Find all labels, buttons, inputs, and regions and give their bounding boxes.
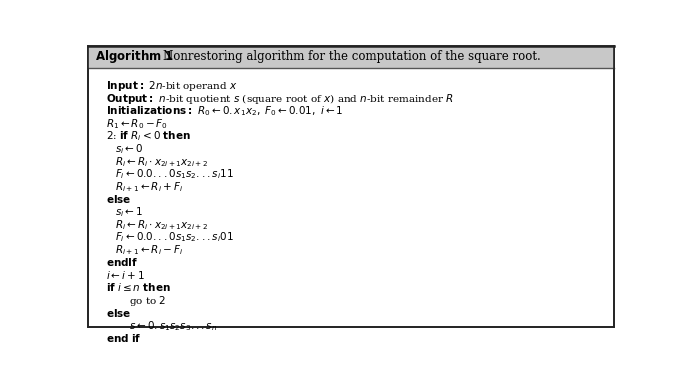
Text: $\mathbf{end\ if}$: $\mathbf{end\ if}$ bbox=[105, 332, 141, 344]
Text: $\mathbf{Algorithm\ 1}$: $\mathbf{Algorithm\ 1}$ bbox=[95, 48, 174, 65]
FancyBboxPatch shape bbox=[88, 46, 614, 327]
Text: $\mathbf{else}$: $\mathbf{else}$ bbox=[105, 307, 131, 318]
Text: $2$: $\mathbf{if}$ $R_i < 0$ $\mathbf{then}$: $2$: $\mathbf{if}$ $R_i < 0$ $\mathbf{th… bbox=[105, 130, 190, 143]
Text: $\mathbf{Initializations:}$ $R_0 \leftarrow 0.x_1x_2,\ F_0 \leftarrow 0.01,\ i \: $\mathbf{Initializations:}$ $R_0 \leftar… bbox=[105, 104, 343, 118]
Text: $F_i \leftarrow 0.0...0s_1s_2...s_i01$: $F_i \leftarrow 0.0...0s_1s_2...s_i01$ bbox=[115, 231, 234, 245]
Text: $\mathbf{Output:}$ $n$-bit quotient $s$ (square root of $x$) and $n$-bit remaind: $\mathbf{Output:}$ $n$-bit quotient $s$ … bbox=[105, 92, 453, 106]
Text: $s_i \leftarrow 0$: $s_i \leftarrow 0$ bbox=[115, 142, 143, 156]
Text: $R_i \leftarrow R_i \cdot x_{2i+1}x_{2i+2}$: $R_i \leftarrow R_i \cdot x_{2i+1}x_{2i+… bbox=[115, 218, 208, 232]
Text: $\mathbf{else}$: $\mathbf{else}$ bbox=[105, 193, 131, 205]
Text: $R_{i+1} \leftarrow R_i - F_i$: $R_{i+1} \leftarrow R_i - F_i$ bbox=[115, 243, 183, 257]
Text: $s \leftarrow 0.s_1s_2s_3...s_n$: $s \leftarrow 0.s_1s_2s_3...s_n$ bbox=[129, 319, 218, 333]
Text: $R_i \leftarrow R_i \cdot x_{2i+1}x_{2i+2}$: $R_i \leftarrow R_i \cdot x_{2i+1}x_{2i+… bbox=[115, 155, 208, 169]
Text: $R_1 \leftarrow R_0 - F_0$: $R_1 \leftarrow R_0 - F_0$ bbox=[105, 117, 168, 131]
Text: go to $2$: go to $2$ bbox=[129, 294, 166, 308]
FancyBboxPatch shape bbox=[88, 47, 614, 68]
Text: $F_i \leftarrow 0.0...0s_1s_2...s_i11$: $F_i \leftarrow 0.0...0s_1s_2...s_i11$ bbox=[115, 168, 234, 181]
Text: Nonrestoring algorithm for the computation of the square root.: Nonrestoring algorithm for the computati… bbox=[162, 50, 540, 63]
Text: $R_{i+1} \leftarrow R_i + F_i$: $R_{i+1} \leftarrow R_i + F_i$ bbox=[115, 180, 183, 194]
Text: $\mathbf{endIf}$: $\mathbf{endIf}$ bbox=[105, 256, 138, 268]
Text: $\mathbf{if}$ $i \leq n$ $\mathbf{then}$: $\mathbf{if}$ $i \leq n$ $\mathbf{then}$ bbox=[105, 281, 171, 293]
Text: $i \leftarrow i+1$: $i \leftarrow i+1$ bbox=[105, 269, 145, 280]
Text: $\mathbf{Input:}$ $2n$-bit operand $x$: $\mathbf{Input:}$ $2n$-bit operand $x$ bbox=[105, 79, 238, 93]
Text: $s_i \leftarrow 1$: $s_i \leftarrow 1$ bbox=[115, 206, 143, 219]
